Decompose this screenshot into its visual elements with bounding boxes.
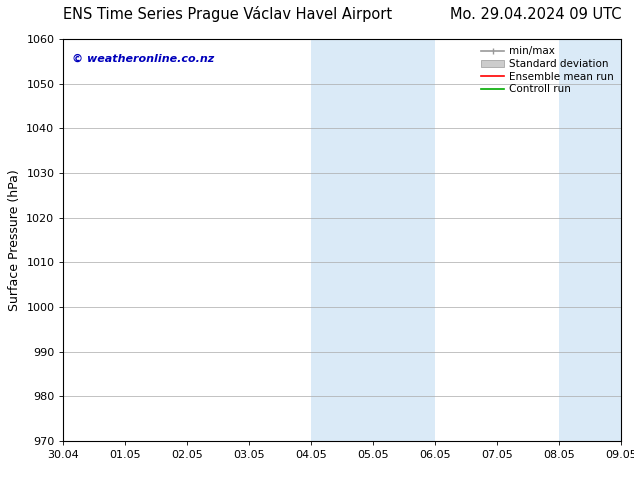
Text: Mo. 29.04.2024 09 UTC: Mo. 29.04.2024 09 UTC (450, 7, 621, 22)
Y-axis label: Surface Pressure (hPa): Surface Pressure (hPa) (8, 169, 21, 311)
Legend: min/max, Standard deviation, Ensemble mean run, Controll run: min/max, Standard deviation, Ensemble me… (477, 42, 618, 98)
Text: ENS Time Series Prague Václav Havel Airport: ENS Time Series Prague Václav Havel Airp… (63, 6, 392, 22)
Text: © weatheronline.co.nz: © weatheronline.co.nz (72, 53, 214, 63)
Bar (311, 39, 436, 441)
Bar (559, 39, 621, 441)
